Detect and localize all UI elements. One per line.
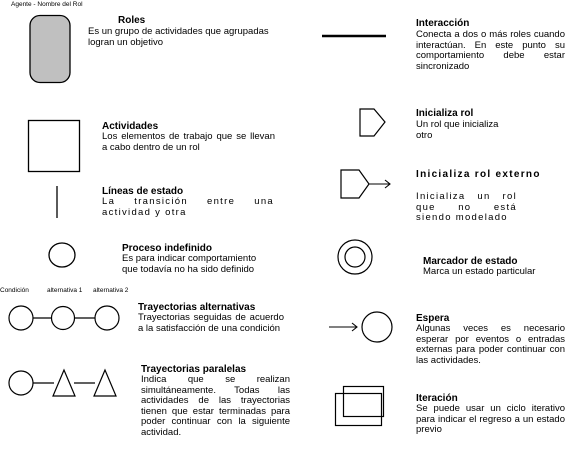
circle-triangles-chain-icon bbox=[8, 368, 117, 397]
inicializa-title: Inicializa rol bbox=[416, 108, 474, 119]
lineas-description: La transición entre una actividad y otra bbox=[102, 196, 274, 218]
interaccion-title: Interacción bbox=[416, 18, 470, 29]
roles-description: Es un grupo de actividades que agrupadas… bbox=[88, 26, 269, 48]
roles-title: Roles bbox=[118, 15, 146, 26]
externo-description: Inicializa un rol que no está siendo mod… bbox=[416, 191, 517, 223]
marcador-title: Marcador de estado bbox=[423, 256, 518, 267]
paralelas-description: Indica que se realizan simultáneamente. … bbox=[141, 374, 290, 438]
thick-line-icon bbox=[322, 34, 386, 38]
lineas-title: Líneas de estado bbox=[102, 186, 184, 197]
alternativas-title: Trayectorias alternativas bbox=[138, 302, 256, 313]
pentagon-arrow-icon bbox=[359, 108, 386, 137]
caption-alternativa-2: alternativa 2 bbox=[93, 287, 129, 294]
overlapping-rectangles-icon bbox=[334, 385, 385, 427]
externo-title: Inicializa rol externo bbox=[416, 169, 541, 180]
espera-description: Algunas veces es necesario esperar por e… bbox=[416, 323, 565, 366]
pentagon-arrow-external-icon bbox=[340, 169, 391, 199]
arrow-to-circle-icon bbox=[329, 311, 393, 343]
square-icon bbox=[27, 119, 81, 173]
proceso-description: Es para indicar comportamiento que todav… bbox=[122, 253, 257, 275]
inicializa-description: Un rol que inicializa otro bbox=[416, 119, 499, 141]
rounded-rectangle-icon bbox=[29, 14, 71, 84]
marcador-description: Marca un estado particular bbox=[423, 266, 536, 277]
alternativas-description: Trayectorias seguidas de acuerdo a la sa… bbox=[138, 312, 284, 334]
vertical-line-icon bbox=[56, 186, 58, 218]
caption-condicion: Condición bbox=[0, 287, 29, 294]
iteracion-description: Se puede usar un ciclo iterativo para in… bbox=[416, 403, 565, 435]
header-label: Agente - Nombre del Rol bbox=[11, 1, 83, 8]
actividades-description: Los elementos de trabajo que se llevan a… bbox=[102, 131, 275, 153]
ellipse-icon bbox=[48, 242, 76, 268]
espera-title: Espera bbox=[416, 313, 450, 324]
iteracion-title: Iteración bbox=[416, 393, 458, 404]
actividades-title: Actividades bbox=[102, 121, 159, 132]
interaccion-description: Conecta a dos o más roles cuando interac… bbox=[416, 29, 565, 72]
three-circles-chain-icon bbox=[8, 305, 120, 331]
proceso-title: Proceso indefinido bbox=[122, 243, 213, 254]
caption-alternativa-1: alternativa 1 bbox=[47, 287, 83, 294]
double-circle-icon bbox=[337, 239, 373, 275]
paralelas-title: Trayectorias paralelas bbox=[141, 364, 247, 375]
